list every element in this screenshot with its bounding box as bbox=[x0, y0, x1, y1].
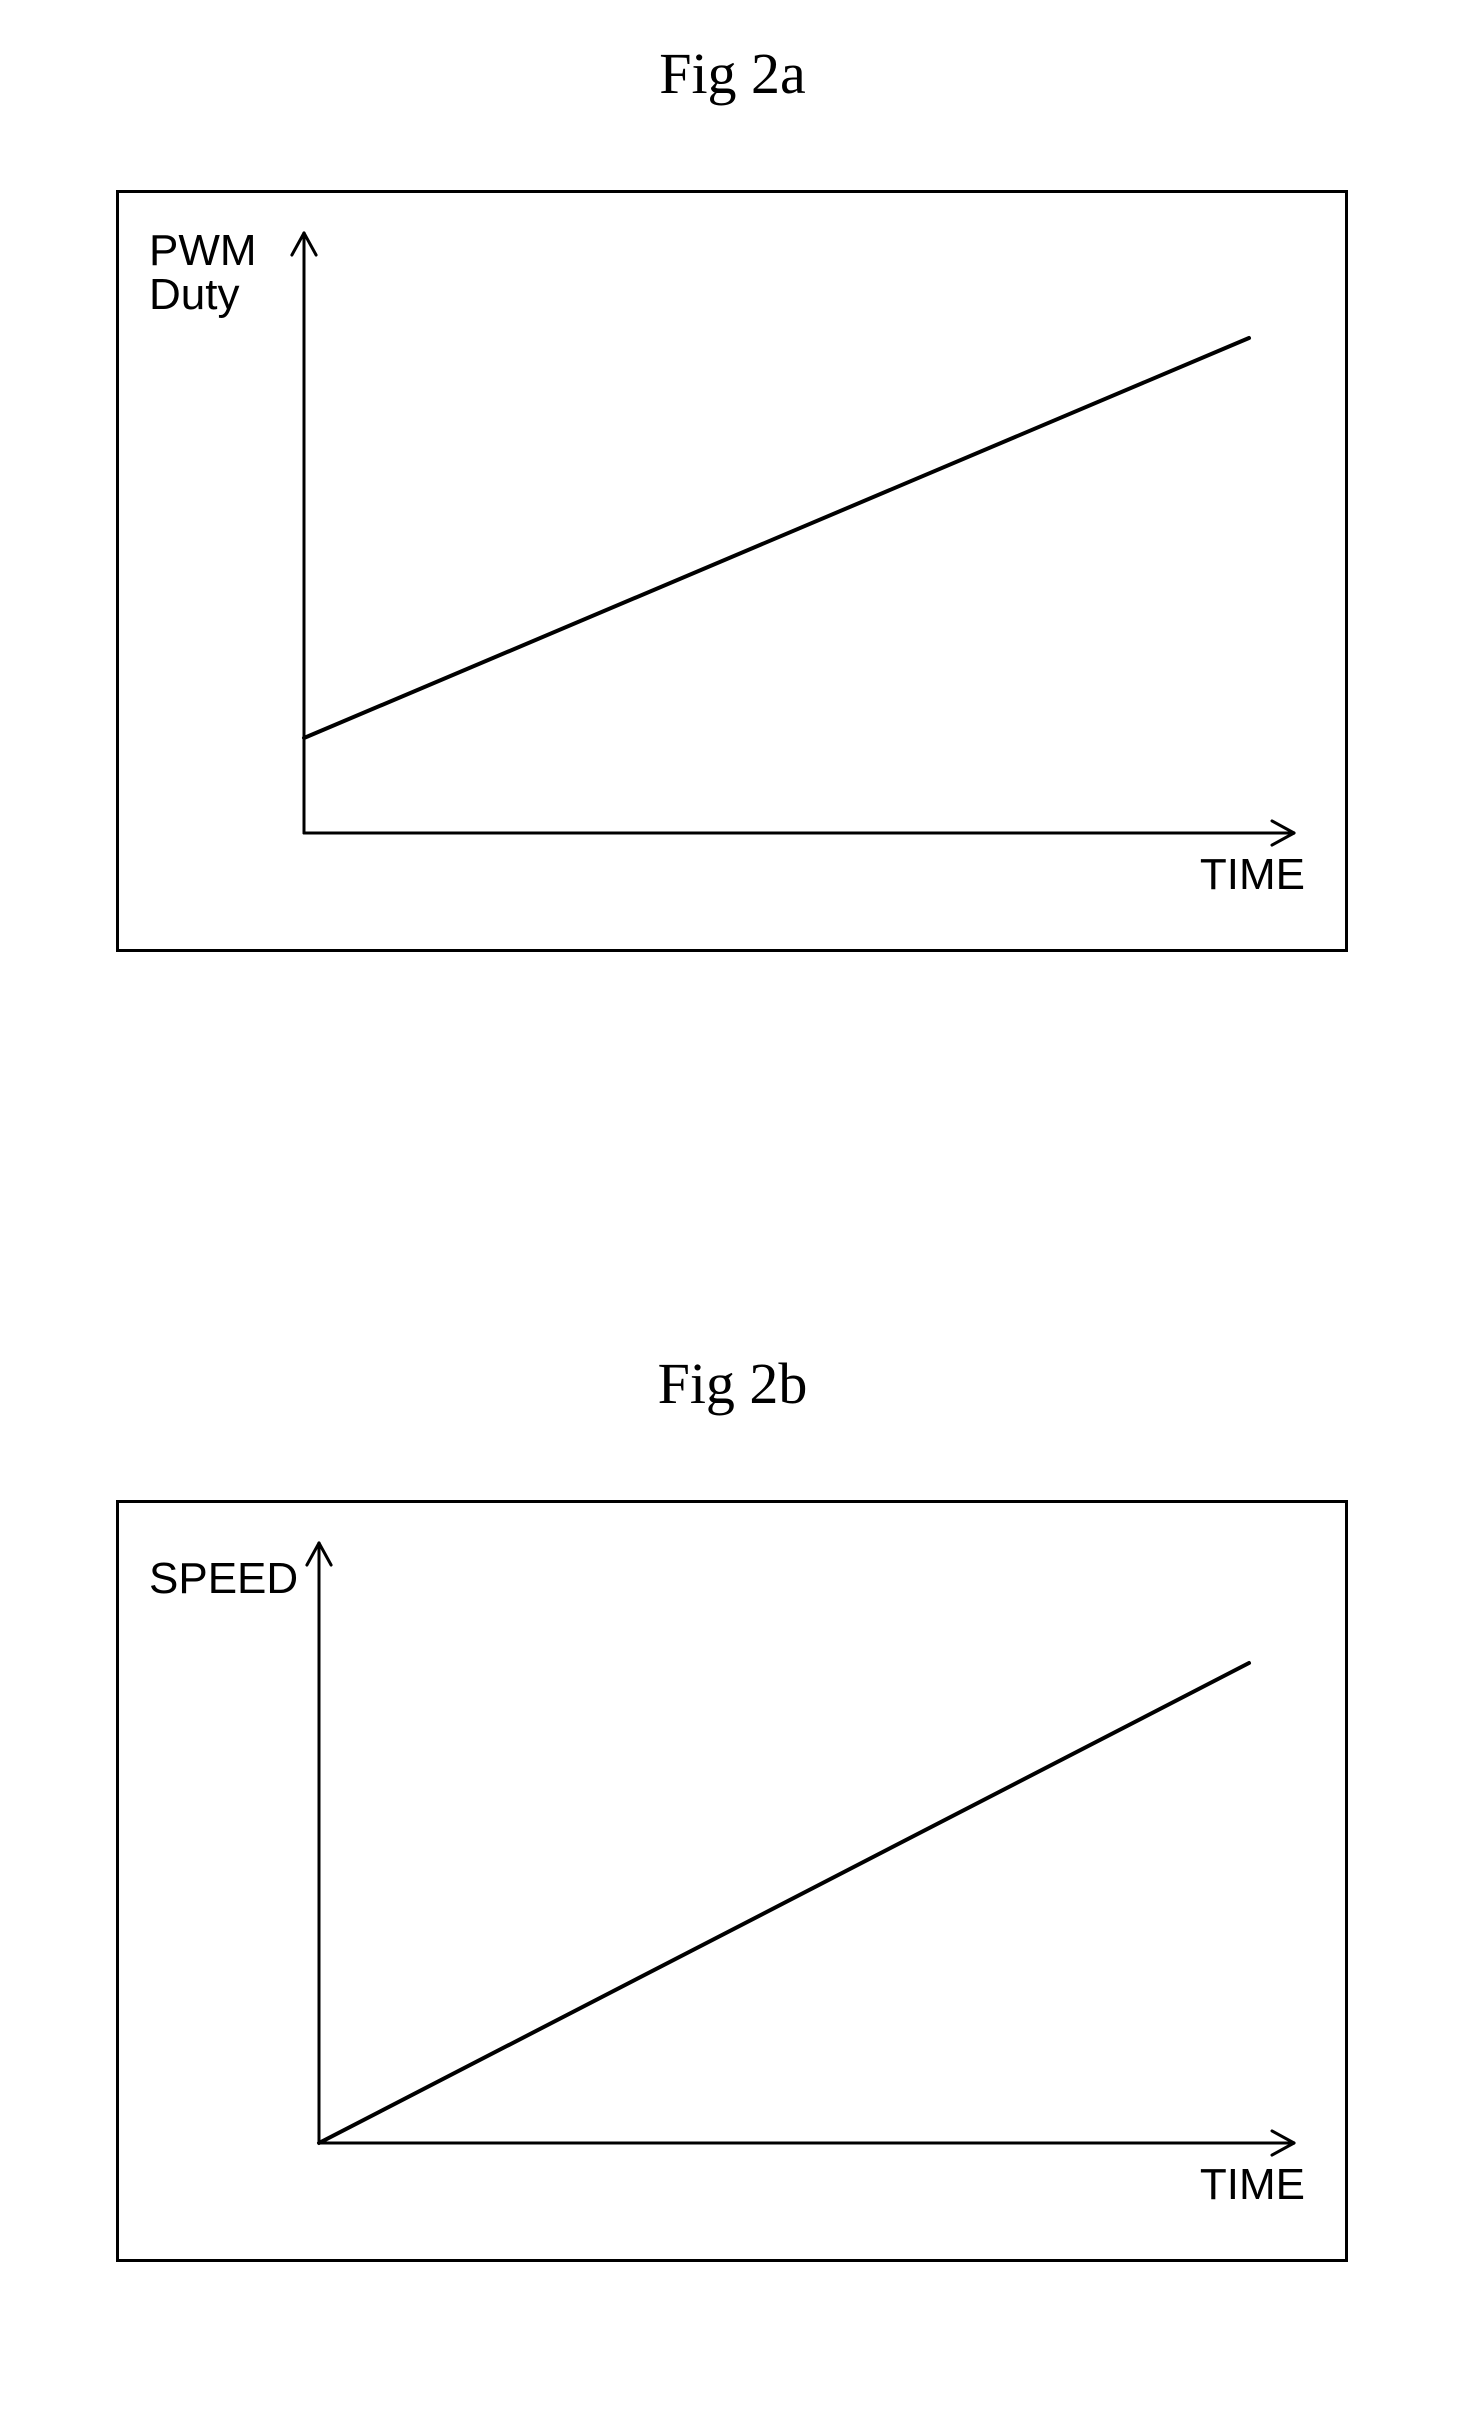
figure-b-x-label: TIME bbox=[1200, 2163, 1305, 2207]
figure-b-box: SPEED TIME bbox=[116, 1500, 1348, 2262]
figure-b-title: Fig 2b bbox=[0, 1350, 1465, 1417]
figure-a-x-label: TIME bbox=[1200, 853, 1305, 897]
figure-a-y-label: PWMDuty bbox=[149, 229, 257, 317]
figure-a-box: PWMDuty TIME bbox=[116, 190, 1348, 952]
figure-a-title: Fig 2a bbox=[0, 40, 1465, 107]
figure-b-y-label: SPEED bbox=[149, 1557, 298, 1601]
figure-a-chart bbox=[119, 193, 1351, 955]
figure-b-chart bbox=[119, 1503, 1351, 2265]
